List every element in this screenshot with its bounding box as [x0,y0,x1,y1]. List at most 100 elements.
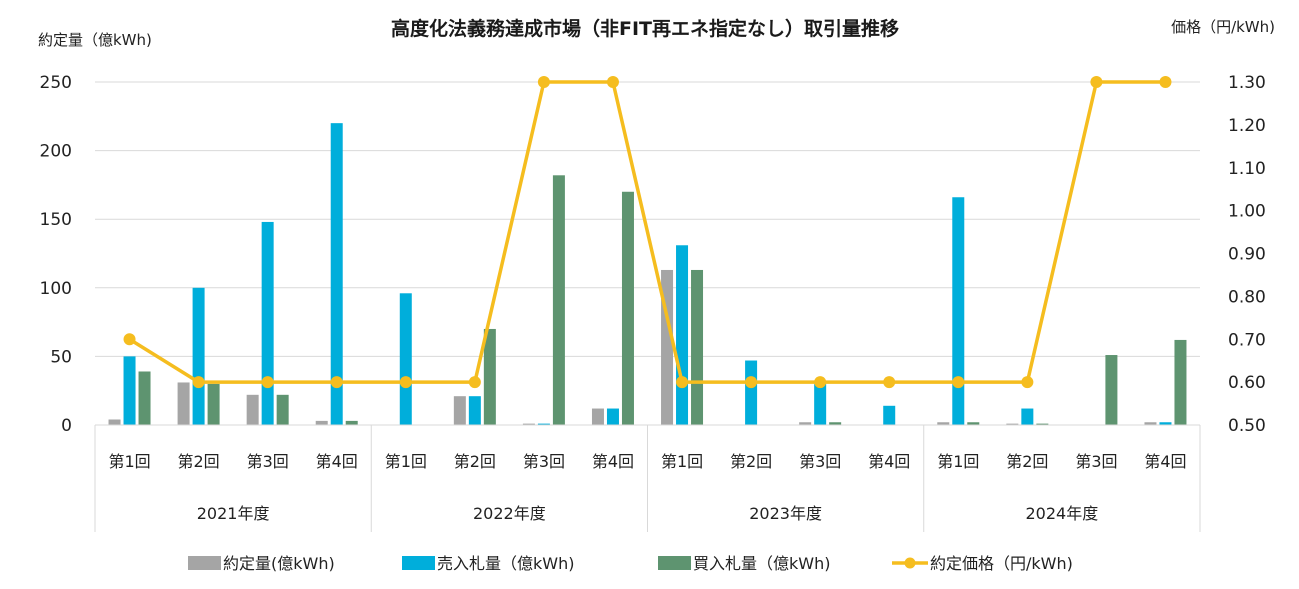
left-tick-label: 0 [61,416,72,436]
price-point [676,376,689,389]
bar-2 [261,221,274,425]
price-point [192,376,205,389]
bar-2 [952,197,965,425]
bar-1 [522,423,535,425]
bar-1 [315,420,328,425]
right-tick-label: 0.80 [1228,287,1266,307]
price-point [1021,376,1034,389]
category-label: 第1回 [661,452,703,471]
category-label: 第3回 [1075,452,1117,471]
right-tick-label: 1.20 [1228,116,1266,136]
bar-1 [1144,422,1157,425]
category-label: 第4回 [592,452,634,471]
bar-3 [967,422,980,425]
bar-3 [138,371,151,425]
left-tick-label: 100 [40,279,72,299]
category-label: 第3回 [523,452,565,471]
legend-label: 買入札量（億kWh) [693,554,830,573]
price-point [261,376,274,389]
bar-3 [1174,339,1187,425]
category-label: 第3回 [247,452,289,471]
bar-2 [1159,422,1172,425]
group-label: 2022年度 [473,504,546,523]
bar-2 [606,408,619,425]
left-tick-label: 200 [40,142,72,162]
bar-1 [799,422,812,425]
category-label: 第4回 [868,452,910,471]
left-tick-label: 250 [40,73,72,93]
bar-1 [108,419,121,425]
legend-label: 売入札量（億kWh) [437,554,574,573]
price-point [883,376,896,389]
bar-2 [814,383,827,425]
bar-1 [937,422,950,425]
bar-2 [123,356,136,425]
price-point [1090,76,1103,88]
price-point [745,376,758,389]
price-point [537,76,550,88]
legend-swatch [402,556,435,570]
category-label: 第2回 [178,452,220,471]
bar-1 [246,394,259,425]
bar-1 [453,396,466,425]
bar-2 [676,245,689,425]
right-tick-label: 1.30 [1228,73,1266,93]
category-label: 第2回 [454,452,496,471]
price-point [330,376,343,389]
group-label: 2021年度 [197,504,270,523]
group-label: 2023年度 [749,504,822,523]
legend-label: 約定価格（円/kWh) [930,554,1073,573]
chart-title: 高度化法義務達成市場（非FIT再エネ指定なし）取引量推移 [391,17,899,40]
right-tick-label: 0.70 [1228,330,1266,350]
bar-3 [276,394,289,425]
bar-3 [1105,355,1118,425]
category-label: 第1回 [385,452,427,471]
category-label: 第1回 [108,452,150,471]
bar-2 [745,360,758,425]
right-tick-label: 1.00 [1228,202,1266,222]
bar-1 [177,382,190,425]
category-label: 第2回 [730,452,772,471]
gridlines [95,81,1200,357]
category-label: 第2回 [1006,452,1048,471]
bar-2 [399,293,412,425]
right-tick-label: 0.50 [1228,416,1266,436]
price-point [814,376,827,389]
bar-2 [468,396,481,425]
right-tick-label: 0.90 [1228,245,1266,265]
group-label: 2024年度 [1026,504,1099,523]
price-point [606,76,619,88]
legend-label: 約定量(億kWh) [223,554,335,573]
bar-2 [883,405,896,425]
price-line-path [128,80,1166,384]
bar-2 [192,287,205,425]
category-label: 第4回 [1144,452,1186,471]
price-point [468,376,481,389]
bar-2 [537,423,550,425]
bar-3 [691,269,704,425]
bar-3 [483,328,496,425]
right-tick-label: 1.10 [1228,159,1266,179]
legend-swatch [658,556,691,570]
bar-2 [1021,408,1034,425]
bar-3 [207,383,220,425]
right-tick-label: 0.60 [1228,373,1266,393]
bar-2 [330,123,343,425]
price-point [123,333,136,346]
bar-3 [1036,423,1049,425]
bar-3 [345,420,358,425]
legend: 約定量(億kWh) 売入札量（億kWh) 買入札量（億kWh) 約定価格（円/kWh) [188,554,1073,573]
left-tick-label: 150 [40,210,72,230]
price-point [399,376,412,389]
bar-3 [621,191,634,425]
price-point [952,376,965,389]
bar-3 [829,422,842,425]
category-label: 第4回 [316,452,358,471]
bar-3 [552,175,565,425]
category-label: 第3回 [799,452,841,471]
price-point [1159,76,1172,88]
left-tick-label: 50 [50,347,72,367]
price-line [123,76,1172,389]
bar-1 [1006,423,1019,425]
